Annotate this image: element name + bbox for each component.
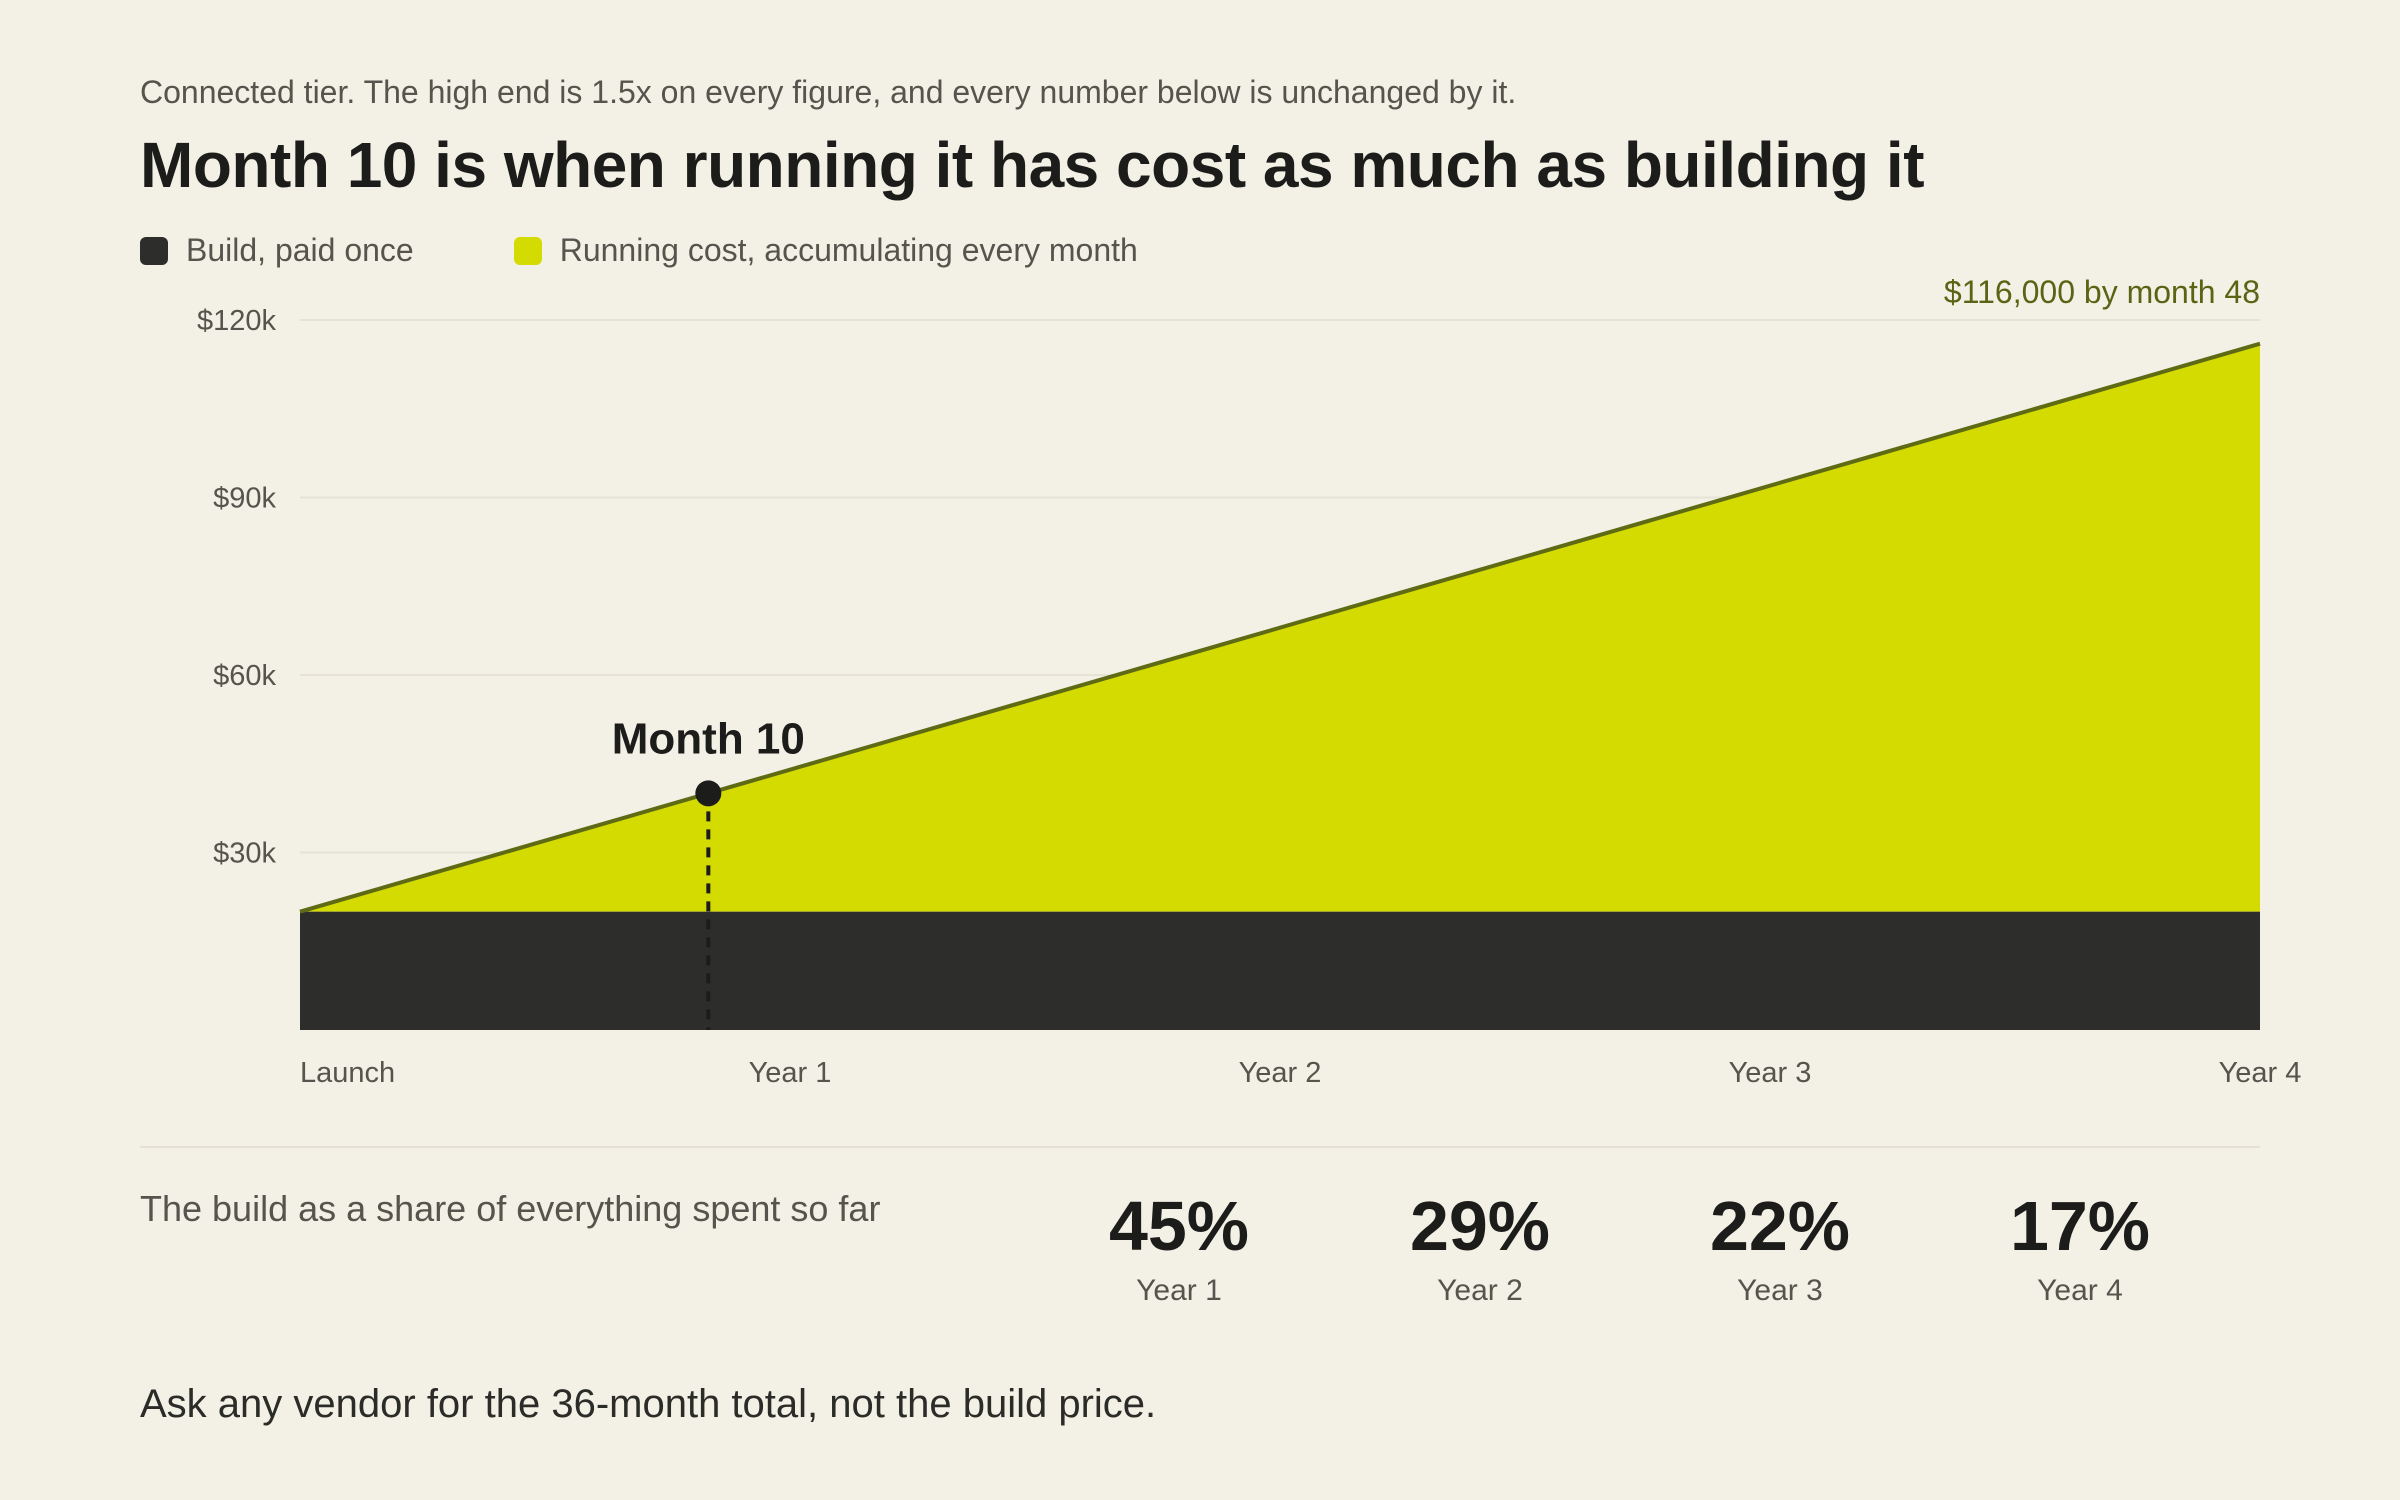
chart-title: Month 10 is when running it has cost as … (140, 129, 1925, 201)
stat-year-1: 45% Year 1 (1049, 1188, 1309, 1308)
y-tick-label: $30k (213, 838, 276, 870)
stat-value: 29% (1409, 1187, 1551, 1265)
chart-kicker: Connected tier. The high end is 1.5x on … (140, 74, 1517, 110)
stat-value: 45% (1108, 1187, 1250, 1265)
breakeven-label: Month 10 (612, 714, 805, 763)
legend-label-build: Build, paid once (186, 232, 414, 268)
chart-legend: Build, paid once Running cost, accumulat… (140, 232, 1238, 269)
y-tick-label: $60k (213, 660, 276, 692)
stat-year-2: 29% Year 2 (1350, 1188, 1610, 1308)
stat-year-4: 17% Year 4 (1950, 1188, 2210, 1308)
x-tick-label: Year 3 (1729, 1057, 1812, 1089)
y-tick-label: $90k (213, 483, 276, 515)
stat-label: Year 2 (1437, 1274, 1523, 1307)
stat-year-3: 22% Year 3 (1650, 1188, 1910, 1308)
x-tick-label: Launch (300, 1057, 395, 1089)
x-tick-label: Year 2 (1239, 1057, 1322, 1089)
stat-label: Year 4 (2037, 1274, 2123, 1307)
legend-label-running: Running cost, accumulating every month (559, 232, 1138, 268)
legend-swatch-build (140, 236, 168, 265)
end-total-label: $116,000 by month 48 (1944, 274, 2260, 310)
legend-item-build: Build, paid once (140, 232, 414, 269)
build-cost-area (300, 911, 2260, 1030)
footer-note: Ask any vendor for the 36-month total, n… (140, 1382, 1157, 1426)
stat-label: Year 1 (1136, 1274, 1222, 1307)
legend-swatch-running (513, 236, 542, 265)
y-tick-label: $120k (197, 305, 277, 337)
legend-item-running: Running cost, accumulating every month (513, 232, 1138, 269)
area-chart: $30k $60k $90k $120k Month 10 $116,000 by mon… (197, 274, 2302, 1089)
breakeven-point (695, 780, 722, 807)
stat-value: 22% (1709, 1187, 1851, 1265)
stat-label: Year 3 (1737, 1274, 1823, 1307)
share-caption: The build as a share of everything spent… (140, 1188, 881, 1229)
x-tick-label: Year 4 (2219, 1057, 2302, 1089)
section-divider (140, 1146, 2260, 1148)
x-tick-label: Year 1 (749, 1057, 832, 1089)
stat-value: 17% (2009, 1187, 2151, 1265)
